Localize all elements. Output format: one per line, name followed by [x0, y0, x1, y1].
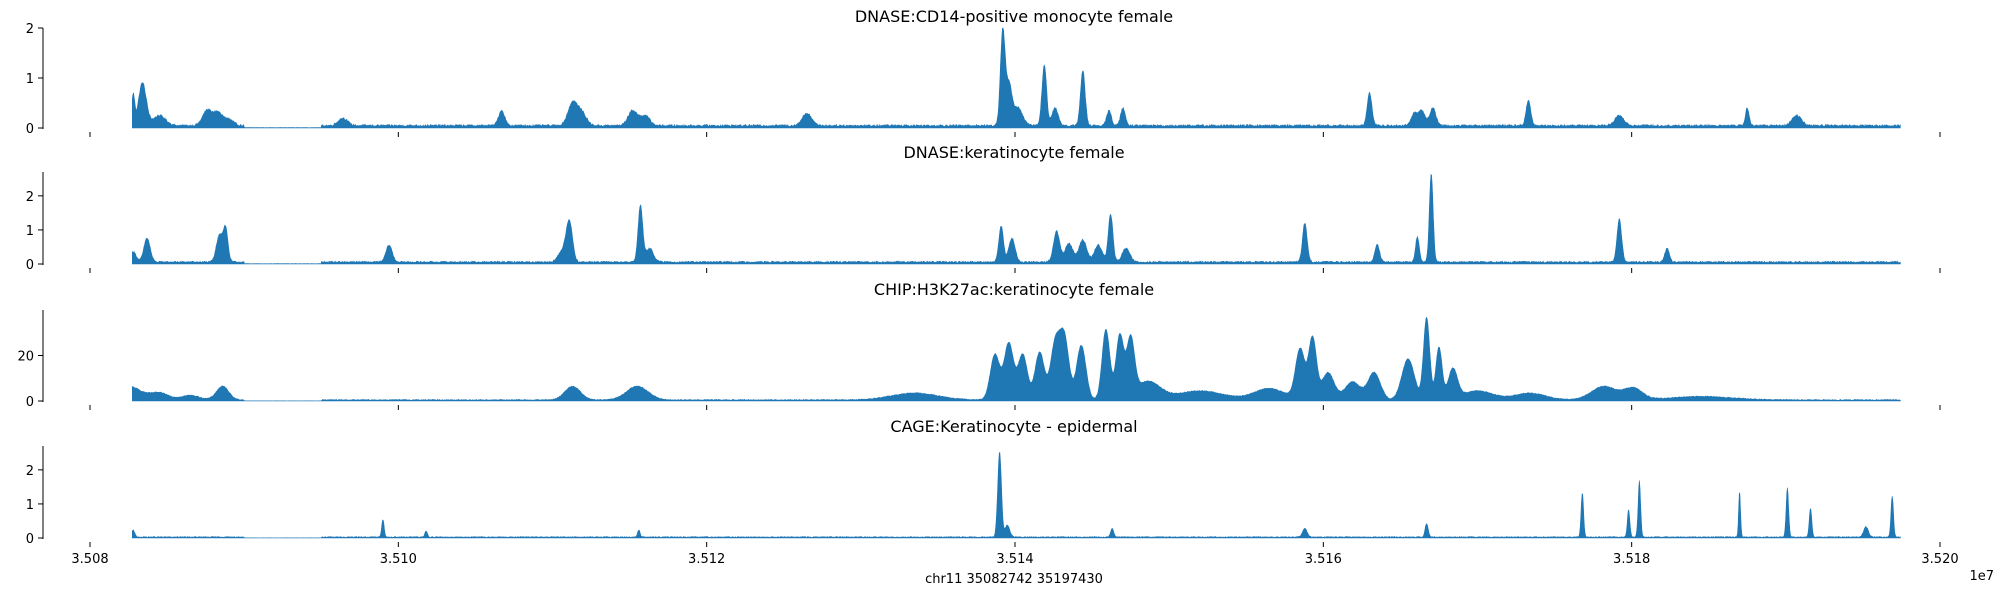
y-tick-label: 2 — [26, 464, 34, 479]
y-tick-label: 20 — [17, 350, 34, 365]
y-tick-label: 0 — [26, 258, 34, 273]
y-tick-label: 1 — [26, 72, 34, 87]
x-axis-label: chr11 35082742 35197430 — [925, 572, 1103, 587]
x-axis-offset-label: 1e7 — [1969, 569, 1994, 584]
track-panel: CAGE:Keratinocyte - epidermal 0 1 2 — [26, 417, 1941, 547]
track-panel: DNASE:keratinocyte female 0 1 2 — [26, 143, 1941, 273]
x-tick-label: 3.514 — [996, 552, 1033, 567]
track-title: DNASE:keratinocyte female — [903, 143, 1124, 162]
x-axis: chr11 35082742 35197430 1e7 3.508 3.510 3.… — [71, 552, 1994, 587]
track-panel: DNASE:CD14-positive monocyte female 0 1 2 — [26, 7, 1941, 137]
signal-area — [132, 173, 1901, 265]
y-tick-label: 1 — [26, 498, 34, 513]
track-title: DNASE:CD14-positive monocyte female — [855, 7, 1173, 26]
x-tick-label: 3.510 — [380, 552, 417, 567]
x-tick-label: 3.516 — [1305, 552, 1342, 567]
x-tick-label: 3.512 — [688, 552, 725, 567]
tracks-layer: DNASE:CD14-positive monocyte female012DN… — [17, 7, 1941, 547]
track-panel: CHIP:H3K27ac:keratinocyte female 0 20 — [17, 280, 1941, 410]
signal-area — [132, 316, 1901, 402]
x-tick-label: 3.520 — [1921, 552, 1958, 567]
track-title: CHIP:H3K27ac:keratinocyte female — [874, 280, 1154, 299]
x-tick-label: 3.508 — [71, 552, 108, 567]
signal-area — [132, 452, 1901, 539]
y-tick-label: 0 — [26, 122, 34, 137]
x-tick-label: 3.518 — [1613, 552, 1650, 567]
y-tick-label: 2 — [26, 22, 34, 37]
y-tick-label: 2 — [26, 190, 34, 205]
signal-area — [132, 27, 1901, 129]
y-tick-label: 0 — [26, 395, 34, 410]
y-tick-label: 1 — [26, 224, 34, 239]
track-title: CAGE:Keratinocyte - epidermal — [890, 417, 1137, 436]
y-tick-label: 0 — [26, 532, 34, 547]
